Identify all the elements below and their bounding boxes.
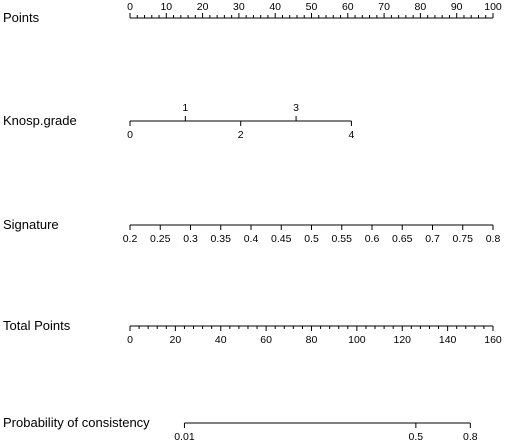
points-tick-label: 100 (484, 1, 502, 13)
points-tick-label: 60 (342, 1, 354, 13)
points-tick-label: 10 (160, 1, 172, 13)
signature-tick-label: 0.65 (392, 233, 413, 245)
total-tick-label: 120 (393, 334, 411, 346)
row-label-knosp: Knosp.grade (3, 113, 77, 128)
points-tick-label: 90 (451, 1, 463, 13)
total-tick-label: 20 (170, 334, 182, 346)
row-label-signature: Signature (3, 217, 59, 232)
points-tick-label: 20 (197, 1, 209, 13)
signature-tick-label: 0.8 (486, 233, 501, 245)
probability-tick-label: 0.5 (409, 431, 424, 443)
total-tick-label: 140 (439, 334, 457, 346)
probability-tick-label: 0.01 (174, 431, 195, 443)
signature-tick-label: 0.2 (123, 233, 138, 245)
points-tick-label: 80 (415, 1, 427, 13)
row-label-probability: Probability of consistency (3, 415, 150, 430)
knosp-tick-label: 1 (182, 102, 188, 114)
total-tick-label: 40 (215, 334, 227, 346)
signature-tick-label: 0.7 (425, 233, 440, 245)
signature-tick-label: 0.25 (150, 233, 171, 245)
row-label-points: Points (3, 10, 40, 25)
total-tick-label: 0 (127, 334, 133, 346)
points-tick-label: 50 (306, 1, 318, 13)
signature-tick-label: 0.75 (453, 233, 474, 245)
signature-tick-label: 0.5 (304, 233, 319, 245)
total-tick-label: 160 (484, 334, 502, 346)
row-label-total: Total Points (3, 318, 71, 333)
points-tick-label: 30 (233, 1, 245, 13)
points-tick-label: 70 (378, 1, 390, 13)
points-tick-label: 0 (127, 1, 133, 13)
total-tick-label: 60 (260, 334, 272, 346)
signature-tick-label: 0.6 (365, 233, 380, 245)
probability-tick-label: 0.8 (463, 431, 478, 443)
signature-tick-label: 0.35 (211, 233, 232, 245)
knosp-tick-label: 3 (293, 102, 299, 114)
signature-tick-label: 0.3 (183, 233, 198, 245)
knosp-tick-label: 2 (238, 129, 244, 141)
points-tick-label: 40 (269, 1, 281, 13)
signature-tick-label: 0.45 (271, 233, 292, 245)
knosp-tick-label: 0 (127, 129, 133, 141)
total-tick-label: 80 (306, 334, 318, 346)
knosp-tick-label: 4 (349, 129, 355, 141)
signature-tick-label: 0.4 (244, 233, 259, 245)
signature-tick-label: 0.55 (332, 233, 353, 245)
total-tick-label: 100 (348, 334, 366, 346)
